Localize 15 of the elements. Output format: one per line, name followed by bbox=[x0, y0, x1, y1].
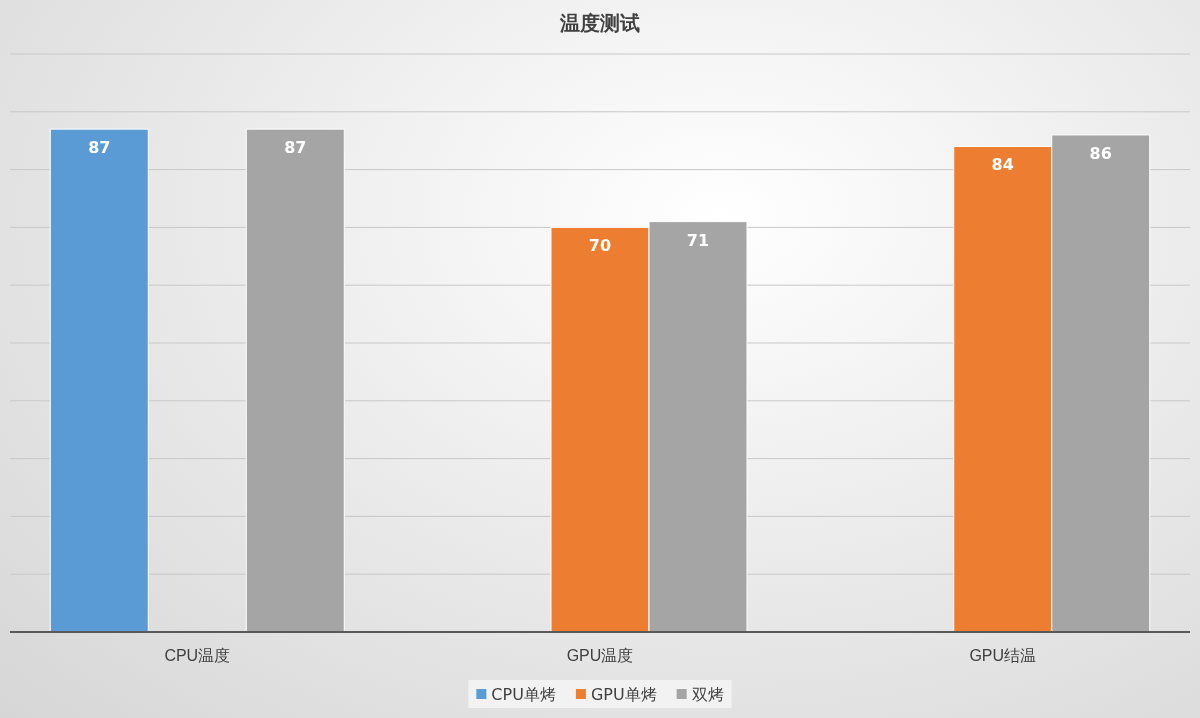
bar bbox=[49, 128, 149, 633]
x-tick-label: CPU温度 bbox=[164, 646, 231, 664]
data-label: 70 bbox=[588, 236, 612, 256]
legend-label: CPU单烤 bbox=[491, 685, 556, 704]
chart-title: 温度测试 bbox=[559, 11, 640, 35]
data-label: 84 bbox=[991, 155, 1014, 175]
data-label: 87 bbox=[88, 138, 111, 158]
bar bbox=[245, 128, 345, 633]
data-label: 86 bbox=[1089, 143, 1112, 163]
text: 双烤 bbox=[691, 685, 724, 704]
data-label: 87 bbox=[284, 138, 307, 158]
legend-label: GPU单烤 bbox=[590, 685, 657, 704]
x-tick-label: GPU温度 bbox=[566, 646, 634, 664]
data-label: 71 bbox=[686, 230, 710, 250]
x-tick-label: GPU结温 bbox=[969, 646, 1037, 664]
